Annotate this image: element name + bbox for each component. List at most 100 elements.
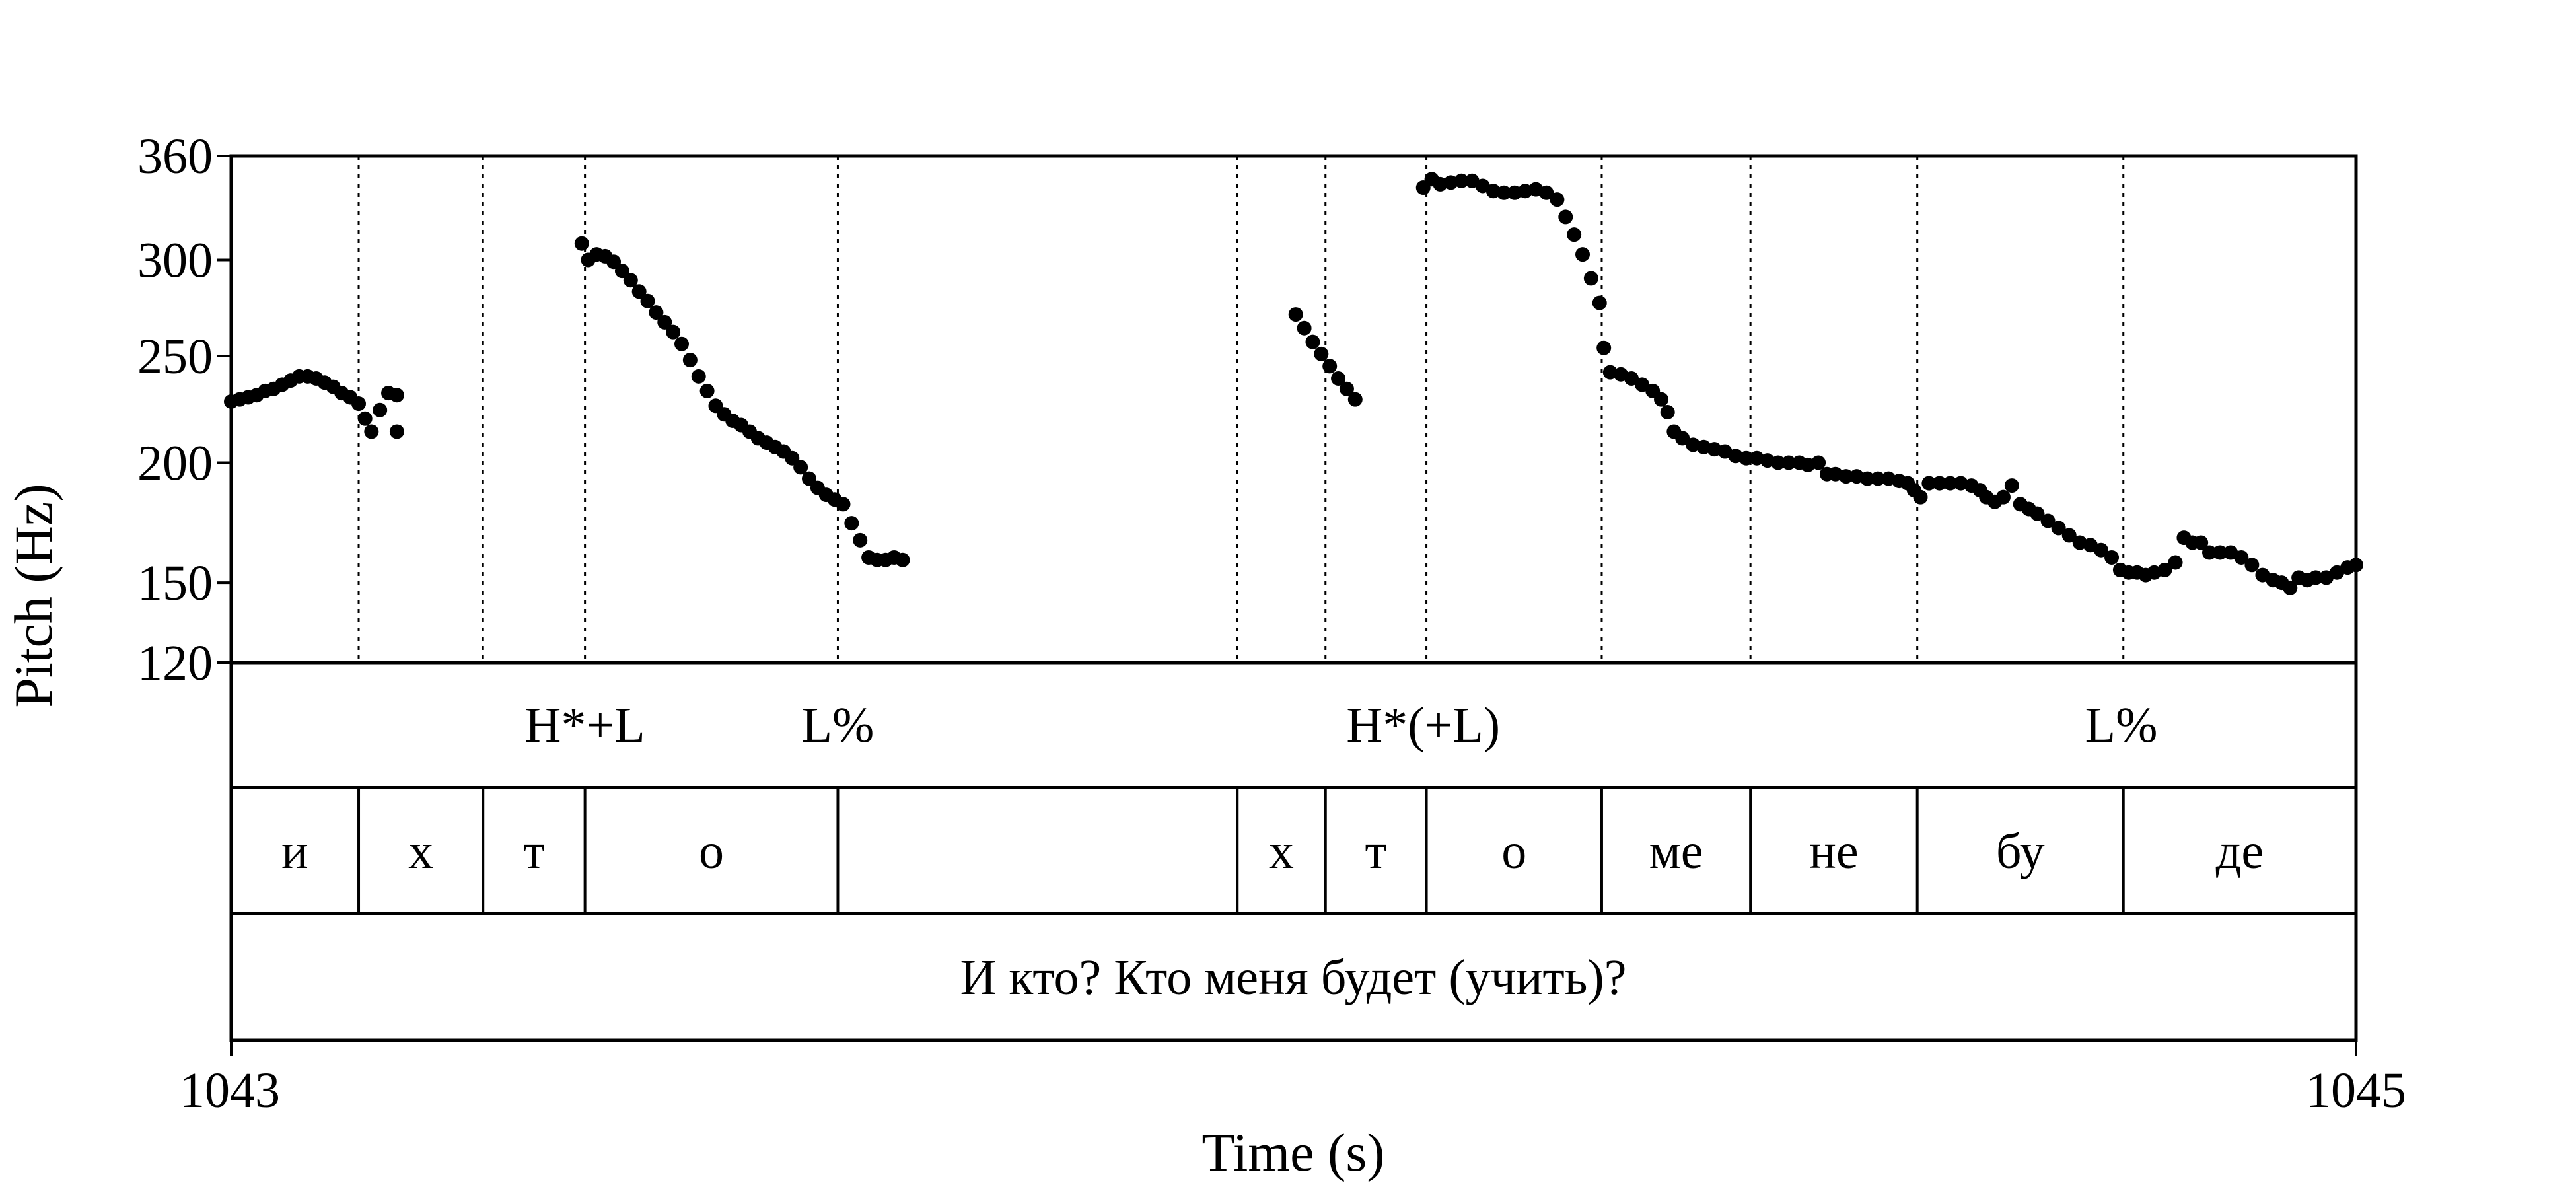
pitch-point [1913,489,1928,505]
pitch-point [1567,227,1582,242]
pitch-point [574,236,589,251]
y-axis-title: Pitch (Hz) [3,484,63,707]
pitch-point [2283,580,2298,595]
pitch-point [1575,247,1591,262]
syllable-label: де [2216,824,2264,879]
syllable-label: не [1809,824,1858,879]
pitch-point [895,552,910,567]
pitch-point [2093,542,2108,558]
y-axis-tick-label: 250 [137,329,213,384]
pitch-point [657,314,672,330]
pitch-point [793,460,808,475]
pitch-point [1624,371,1639,386]
tone-label: L% [802,698,875,753]
pitch-point [2168,555,2183,570]
pitch-point [1347,392,1363,407]
pitch-point [351,396,367,412]
pitch-point [640,293,655,308]
pitch-point [389,388,404,403]
pitch-point [1305,334,1320,349]
syllable-label: х [1269,824,1294,879]
y-axis-tick-label: 200 [137,436,213,491]
syllable-label: т [1365,824,1387,879]
pitch-point [1583,271,1598,286]
pitch-point [2104,550,2120,565]
pitch-point [2244,558,2260,573]
y-axis: 120 150 200 250 300 360 Pitch (Hz) [3,129,231,708]
pitch-point [836,497,851,512]
pitch-point [691,369,706,384]
syllable-label: о [1501,824,1526,879]
pitch-point [373,402,388,417]
tone-label: H*(+L) [1346,698,1500,753]
pitch-point [1592,295,1607,310]
syllable-tier-labels: и х т о х т о ме не бу де [281,824,2264,879]
pitch-point [1539,185,1554,200]
pitch-point [1943,476,1958,491]
syllable-label: о [699,824,724,879]
sentence-tier: И кто? Кто меня будет (учить)? [960,950,1627,1005]
tone-tier: H*+L L% H*(+L) L% [231,698,2356,789]
pitch-point [844,516,859,531]
y-axis-tick-label: 300 [137,233,213,288]
pitch-point [1675,431,1690,446]
pitch-point [1738,450,1754,466]
pitch-point [1297,320,1312,336]
pitch-point [682,353,698,368]
x-axis-title: Time (s) [1201,1122,1384,1182]
syllable-label: бу [1996,824,2045,879]
pitch-point [1496,185,1511,200]
pitch-point [2061,528,2077,543]
pitch-point [853,532,868,548]
tone-tier-labels: H*+L L% H*(+L) L% [525,698,2158,753]
y-axis-tick-label: 360 [137,129,213,184]
pitch-point [2030,506,2045,521]
pitch-point [1550,192,1565,207]
pitch-point [649,305,664,320]
pitch-panel-frame [229,154,2358,665]
tone-label: H*+L [525,698,645,753]
syllable-tier: и х т о х т о ме не бу де [231,787,2356,915]
pitch-point [674,336,690,351]
pitch-point [1770,455,1785,470]
x-axis-end-label: 1045 [2306,1063,2406,1118]
y-axis-tick-label: 150 [137,556,213,611]
pitch-point [1314,346,1329,361]
tone-label: L% [2085,698,2158,753]
pitch-point [1811,455,1826,470]
y-axis-tick-label: 120 [137,635,213,691]
pitch-point [802,471,817,486]
pitch-point [666,324,681,340]
pitch-point [2194,535,2209,550]
sentence-label: И кто? Кто меня будет (учить)? [960,950,1627,1005]
syllable-label: и [281,824,308,879]
pitch-point [1995,489,2011,505]
pitch-point [1322,359,1338,374]
pitch-point [1454,173,1469,188]
pitch-point [1635,377,1650,392]
pitch-point [1781,455,1797,470]
pitch-point [1838,469,1853,484]
pitch-point [614,264,629,279]
pitch-point [2004,478,2019,493]
pitch-point [699,383,715,398]
pitch-point [357,411,373,426]
pitch-point [1654,392,1669,407]
pitch-points [224,172,2363,595]
pitch-point [364,424,379,439]
pitch-point [1331,371,1346,386]
pitch-point [2157,562,2172,577]
pitch-point [606,254,622,270]
x-axis-start-label: 1043 [180,1063,280,1118]
pitch-point [1860,471,1875,486]
syllable-label: х [408,824,433,879]
pitch-point [631,284,647,299]
pitch-point [2234,550,2249,565]
y-axis-ticks: 120 150 200 250 300 360 [137,129,231,691]
pitch-point [1339,381,1354,396]
pitch-point [2308,570,2323,585]
pitch-point [1921,476,1937,491]
pitch-point [1558,209,1573,225]
pitch-point [2051,521,2066,536]
